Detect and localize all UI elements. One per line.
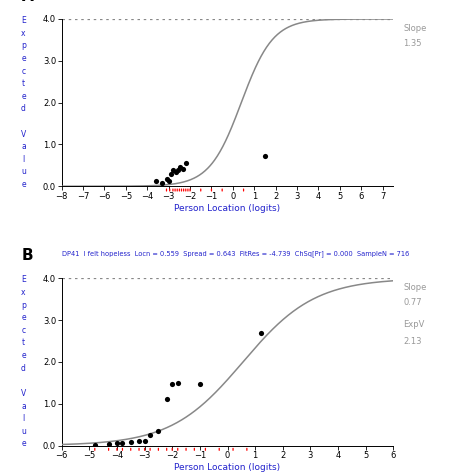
Text: p: p (21, 41, 26, 50)
Text: E: E (21, 16, 26, 25)
Text: Slope: Slope (403, 24, 427, 33)
Point (155, 427, 162, 435)
Text: l: l (22, 155, 25, 164)
Point (141, 437, 148, 444)
Text: A: A (22, 0, 34, 4)
Point (135, 438, 143, 445)
Text: ExpV: ExpV (403, 320, 425, 329)
Text: B: B (22, 248, 34, 263)
Text: x: x (21, 288, 26, 297)
Text: t: t (22, 79, 25, 88)
Text: x: x (21, 29, 26, 38)
Point (174, 166, 182, 173)
Text: e: e (21, 439, 26, 448)
Text: V: V (21, 129, 26, 138)
Point (105, 440, 112, 447)
Point (152, 177, 160, 184)
Point (91, 441, 99, 448)
Text: e: e (21, 313, 26, 322)
Point (182, 159, 190, 167)
Point (168, 380, 176, 387)
Text: c: c (21, 326, 26, 335)
Point (174, 379, 182, 387)
X-axis label: Person Location (logits): Person Location (logits) (174, 463, 281, 472)
Point (179, 165, 186, 173)
Text: V: V (21, 389, 26, 398)
Point (169, 166, 177, 174)
Point (118, 439, 126, 447)
Text: e: e (21, 92, 26, 101)
Text: 1.35: 1.35 (403, 39, 422, 48)
Text: u: u (21, 427, 26, 436)
Text: a: a (21, 401, 26, 410)
Point (167, 170, 174, 177)
Point (127, 438, 135, 446)
Text: a: a (21, 142, 26, 151)
Point (163, 175, 170, 182)
Text: t: t (22, 338, 25, 347)
Text: e: e (21, 54, 26, 63)
Text: e: e (21, 180, 26, 189)
Text: p: p (21, 301, 26, 310)
Text: u: u (21, 167, 26, 176)
Point (163, 395, 171, 402)
X-axis label: Person Location (logits): Person Location (logits) (174, 204, 281, 212)
Text: DP41  I felt hopeless  Locn = 0.559  Spread = 0.643  FitRes = -4.739  ChSq[Pr] =: DP41 I felt hopeless Locn = 0.559 Spread… (62, 250, 409, 256)
Text: E: E (21, 275, 26, 284)
Text: d: d (21, 104, 26, 113)
Point (257, 329, 264, 337)
Point (177, 164, 184, 171)
Point (158, 179, 166, 187)
Text: e: e (21, 351, 26, 360)
Point (165, 177, 173, 184)
Point (113, 440, 121, 447)
Point (146, 431, 154, 439)
Text: 2.13: 2.13 (403, 337, 422, 346)
Text: d: d (21, 364, 26, 373)
Text: c: c (21, 66, 26, 75)
Point (196, 380, 204, 387)
Text: Slope: Slope (403, 283, 427, 292)
Text: l: l (22, 414, 25, 423)
Point (261, 152, 269, 160)
Point (173, 168, 180, 175)
Text: 0.77: 0.77 (403, 298, 422, 307)
